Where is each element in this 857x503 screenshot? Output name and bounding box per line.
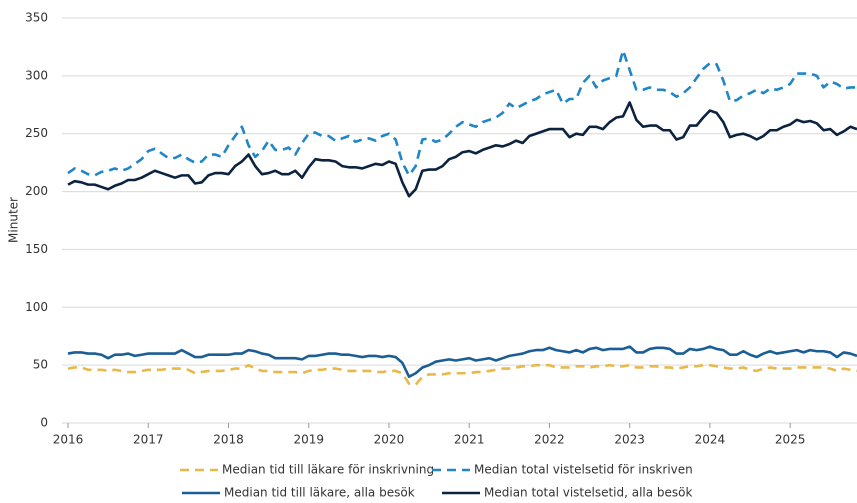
x-tick-label: 2025	[775, 433, 806, 447]
y-tick-label: 150	[25, 242, 48, 256]
y-tick-label: 250	[25, 126, 48, 140]
x-tick-label: 2023	[614, 433, 645, 447]
series-line	[67, 363, 857, 387]
y-tick-label: 300	[25, 68, 48, 82]
legend-label: Median total vistelsetid för inskriven	[474, 463, 693, 477]
y-tick-label: 350	[25, 11, 48, 25]
legend-label: Median tid till läkare för inskrivning	[222, 463, 434, 477]
legend-label: Median tid till läkare, alla besök	[224, 486, 415, 500]
y-tick-label: 100	[25, 300, 48, 314]
x-tick-label: 2021	[454, 433, 485, 447]
y-tick-label: 200	[25, 184, 48, 198]
x-tick-label: 2019	[293, 433, 324, 447]
legend-label: Median total vistelsetid, alla besök	[484, 486, 693, 500]
x-tick-label: 2022	[534, 433, 565, 447]
y-tick-label: 0	[40, 416, 48, 430]
x-tick-label: 2018	[213, 433, 244, 447]
x-tick-label: 2017	[133, 433, 164, 447]
x-tick-label: 2020	[374, 433, 405, 447]
x-tick-label: 2024	[695, 433, 726, 447]
series-line	[67, 345, 857, 379]
series-line	[67, 49, 857, 177]
x-tick-label: 2016	[53, 433, 84, 447]
y-axis-label: Minuter	[7, 197, 21, 243]
series-line	[67, 101, 857, 198]
y-tick-label: 50	[33, 358, 48, 372]
